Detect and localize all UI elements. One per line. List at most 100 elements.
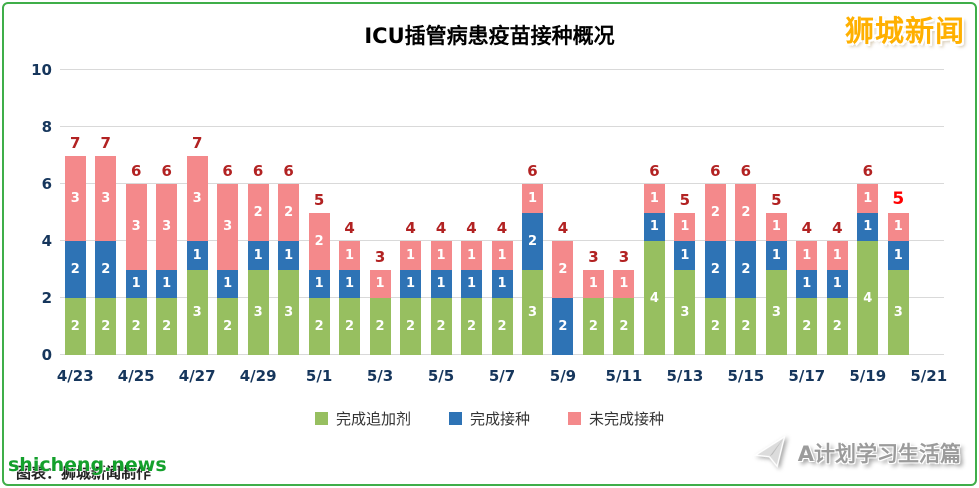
bar-segment: 2 (704, 298, 726, 355)
bar-total-label: 6 (283, 162, 294, 180)
y-axis-tick-label: 0 (41, 346, 52, 364)
bar-segment: 2 (339, 298, 361, 355)
gridline (60, 183, 944, 184)
bar-segment: 2 (217, 298, 239, 355)
bar-segment: 1 (339, 269, 361, 298)
bar-total-label: 5 (892, 188, 905, 209)
a-plan-watermark-text: A计划学习生活篇 (797, 442, 961, 466)
bar-segment: 1 (217, 269, 239, 298)
bar-total-label: 7 (191, 133, 203, 152)
bar-chart-plot-area: 0 2 4 6 8 10 3 2 2 7 3 2 2 7 3 1 2 6 3 1 2 6 3 1 3 7 3 1 2 6 2 1 3 6 2 1 3 6 2… (31, 61, 947, 385)
bar-total-label: 6 (862, 162, 873, 180)
gridline (60, 69, 944, 70)
bar-segment: 2 (613, 298, 635, 355)
bar-total-label: 4 (557, 219, 569, 237)
bar-segment: 4 (643, 241, 665, 355)
bar-total-label: 7 (100, 133, 111, 152)
legend-item: 完成接种 (448, 408, 530, 429)
x-axis-tick-label: 5/17 (788, 367, 826, 385)
bar-segment: 1 (796, 269, 818, 298)
bar-segment: 2 (369, 298, 391, 355)
chart-source-caption: 图表：狮城新闻制作 (16, 464, 152, 482)
bar-segment: 2 (430, 298, 452, 355)
bar-segment: 2 (704, 184, 726, 241)
bar-segment: 1 (613, 269, 635, 298)
bar-segment: 1 (674, 212, 696, 241)
bar-total-label: 5 (313, 190, 325, 209)
bar-segment: 2 (491, 298, 513, 355)
bar-segment: 2 (278, 184, 300, 241)
bar-segment: 3 (278, 269, 300, 355)
bar-segment: 2 (796, 298, 818, 355)
paper-plane-icon (753, 435, 786, 468)
bar-total-label: 5 (771, 190, 782, 209)
bar-segment: 1 (796, 241, 818, 270)
bar-segment: 3 (217, 184, 239, 270)
chart-title: ICU插管病患疫苗接种概况 (364, 24, 615, 48)
bar-total-label: 3 (618, 247, 630, 266)
y-axis-tick-label: 6 (41, 175, 52, 193)
bar-segment: 2 (582, 298, 604, 355)
bar-total-label: 3 (588, 247, 599, 266)
bar-segment: 3 (765, 269, 787, 355)
bar-segment: 2 (735, 298, 757, 355)
shicheng-news-watermark: shicheng.news (8, 454, 167, 476)
gridline (60, 126, 944, 127)
brand-logo: 狮城新闻 (844, 14, 965, 48)
bar-segment: 1 (582, 269, 604, 298)
bar-segment: 2 (552, 298, 574, 355)
bar-segment: 1 (857, 212, 879, 241)
x-axis-tick-label: 5/21 (910, 367, 948, 385)
bar-segment: 3 (887, 269, 909, 355)
bar-segment: 1 (521, 184, 543, 213)
x-axis-tick-label: 5/7 (488, 367, 516, 385)
legend-label: 未完成接种 (589, 410, 665, 428)
x-axis-tick-label: 4/27 (178, 367, 216, 385)
bar-segment: 2 (735, 241, 757, 298)
legend-swatch (448, 412, 462, 425)
bar-segment: 2 (704, 241, 726, 298)
legend-swatch (568, 412, 581, 425)
bar-total-label: 6 (252, 162, 264, 180)
bar-total-label: 4 (405, 219, 416, 237)
bar-segment: 1 (430, 241, 452, 270)
gridline (60, 240, 944, 241)
legend-item: 未完成接种 (568, 408, 664, 429)
y-axis-tick-label: 4 (41, 232, 52, 250)
bar-segment: 1 (400, 269, 422, 298)
bar-segment: 1 (125, 269, 147, 298)
bar-segment: 2 (735, 184, 757, 241)
x-axis-tick-label: 5/15 (727, 367, 765, 385)
bar-total-label: 3 (374, 247, 386, 266)
bar-segment: 2 (156, 298, 178, 355)
bar-total-label: 6 (740, 162, 752, 180)
legend-label: 完成追加剂 (335, 410, 411, 428)
x-axis-tick-label: 4/23 (56, 367, 94, 385)
bar-segment: 1 (247, 241, 269, 270)
bar-total-label: 6 (649, 162, 660, 180)
x-axis-tick-label: 4/25 (117, 367, 155, 385)
bar-segment: 3 (521, 269, 543, 355)
x-axis-tick-label: 4/29 (239, 367, 277, 385)
bar-total-label: 6 (527, 162, 538, 180)
y-axis-tick-label: 8 (41, 118, 52, 136)
y-axis-tick-label: 10 (31, 61, 52, 79)
bar-total-label: 5 (679, 190, 691, 209)
x-axis-tick-label: 5/3 (366, 367, 394, 385)
bar-total-label: 7 (70, 133, 81, 152)
bar-total-label: 4 (832, 219, 843, 237)
bar-segment: 2 (826, 298, 848, 355)
